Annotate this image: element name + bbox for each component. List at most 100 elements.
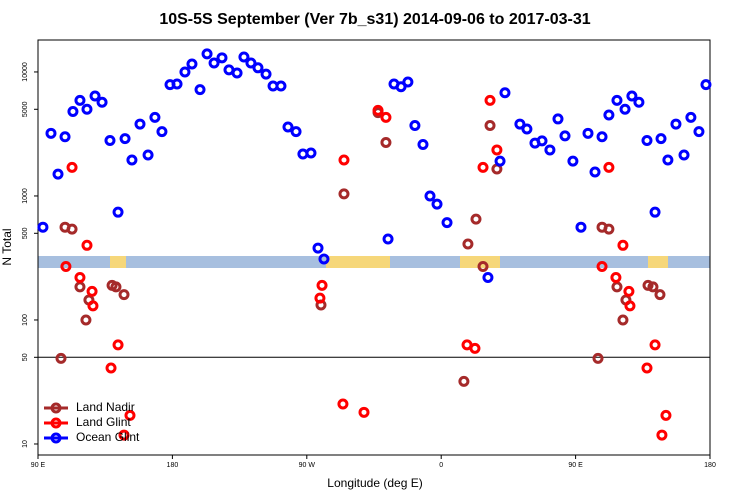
- data-point: [252, 62, 264, 74]
- data-point: [156, 126, 168, 138]
- legend-label: Land Nadir: [76, 400, 135, 414]
- data-point: [409, 120, 421, 132]
- data-point: [589, 166, 601, 178]
- data-point: [112, 206, 124, 218]
- data-point: [134, 118, 146, 130]
- data-point: [372, 104, 384, 116]
- data-point: [105, 362, 117, 374]
- data-point: [358, 406, 370, 418]
- data-point: [642, 279, 654, 291]
- data-point: [179, 66, 191, 78]
- data-point: [431, 198, 443, 210]
- data-point: [96, 96, 108, 108]
- data-point: [118, 429, 130, 441]
- data-point: [441, 217, 453, 229]
- x-axis-label: Longitude (deg E): [327, 476, 422, 490]
- x-tick-label: 180: [704, 462, 716, 469]
- data-point: [59, 131, 71, 143]
- data-point: [596, 131, 608, 143]
- data-point: [596, 260, 608, 272]
- legend-label: Ocean Glint: [76, 430, 140, 444]
- data-point: [470, 213, 482, 225]
- data-point: [337, 398, 349, 410]
- data-point: [260, 68, 272, 80]
- data-point: [89, 90, 101, 102]
- data-point: [238, 51, 250, 63]
- y-tick-label: 100: [22, 314, 29, 326]
- data-point: [700, 79, 712, 91]
- data-point: [119, 133, 131, 145]
- data-point: [282, 121, 294, 133]
- data-point: [216, 52, 228, 64]
- map-strip: [38, 256, 710, 268]
- data-point: [208, 57, 220, 69]
- data-point: [626, 90, 638, 102]
- data-point: [380, 136, 392, 148]
- data-point: [536, 135, 548, 147]
- data-point: [55, 352, 67, 364]
- data-point: [624, 300, 636, 312]
- data-point: [641, 362, 653, 374]
- x-tick-label: 90 E: [31, 462, 46, 469]
- data-point: [623, 285, 635, 297]
- data-point: [37, 221, 49, 233]
- legend-marker: [50, 402, 62, 414]
- data-point: [424, 190, 436, 202]
- data-point: [617, 314, 629, 326]
- data-point: [649, 339, 661, 351]
- data-point: [87, 300, 99, 312]
- data-point: [611, 94, 623, 106]
- data-point: [110, 281, 122, 293]
- data-point: [314, 292, 326, 304]
- data-point: [380, 111, 392, 123]
- data-point: [610, 272, 622, 284]
- data-point: [81, 239, 93, 251]
- data-point: [494, 155, 506, 167]
- chart-title: 10S-5S September (Ver 7b_s31) 2014-09-06…: [159, 11, 590, 28]
- data-point: [656, 429, 668, 441]
- data-point: [567, 155, 579, 167]
- x-tick-label: 90 E: [568, 462, 583, 469]
- data-point: [582, 127, 594, 139]
- data-point: [660, 409, 672, 421]
- data-point: [662, 154, 674, 166]
- data-point: [60, 260, 72, 272]
- y-tick-label: 1000: [22, 188, 29, 204]
- data-point: [382, 233, 394, 245]
- data-point: [305, 147, 317, 159]
- data-point: [469, 342, 481, 354]
- data-point: [654, 289, 666, 301]
- data-point: [477, 161, 489, 173]
- x-tick-label: 90 W: [299, 462, 316, 469]
- data-point: [275, 80, 287, 92]
- data-point: [186, 58, 198, 70]
- data-point: [231, 67, 243, 79]
- data-point: [417, 139, 429, 151]
- data-point: [318, 253, 330, 265]
- data-point: [74, 272, 86, 284]
- y-axis-label: N Total: [0, 228, 14, 265]
- data-point: [592, 352, 604, 364]
- data-point: [80, 314, 92, 326]
- data-point: [124, 409, 136, 421]
- data-point: [402, 76, 414, 88]
- x-tick-label: 0: [439, 462, 443, 469]
- data-point: [142, 149, 154, 161]
- legend-marker: [50, 417, 62, 429]
- data-point: [484, 94, 496, 106]
- data-point: [685, 111, 697, 123]
- plot-frame: [37, 39, 711, 456]
- data-point: [67, 105, 79, 117]
- data-point: [104, 135, 116, 147]
- y-tick-label: 10000: [22, 62, 29, 82]
- data-point: [521, 123, 533, 135]
- data-point: [194, 84, 206, 96]
- data-point: [477, 260, 489, 272]
- data-point: [312, 242, 324, 254]
- data-point: [603, 161, 615, 173]
- data-point: [693, 126, 705, 138]
- data-point: [149, 111, 161, 123]
- data-point: [112, 339, 124, 351]
- data-point: [86, 285, 98, 297]
- data-point: [338, 154, 350, 166]
